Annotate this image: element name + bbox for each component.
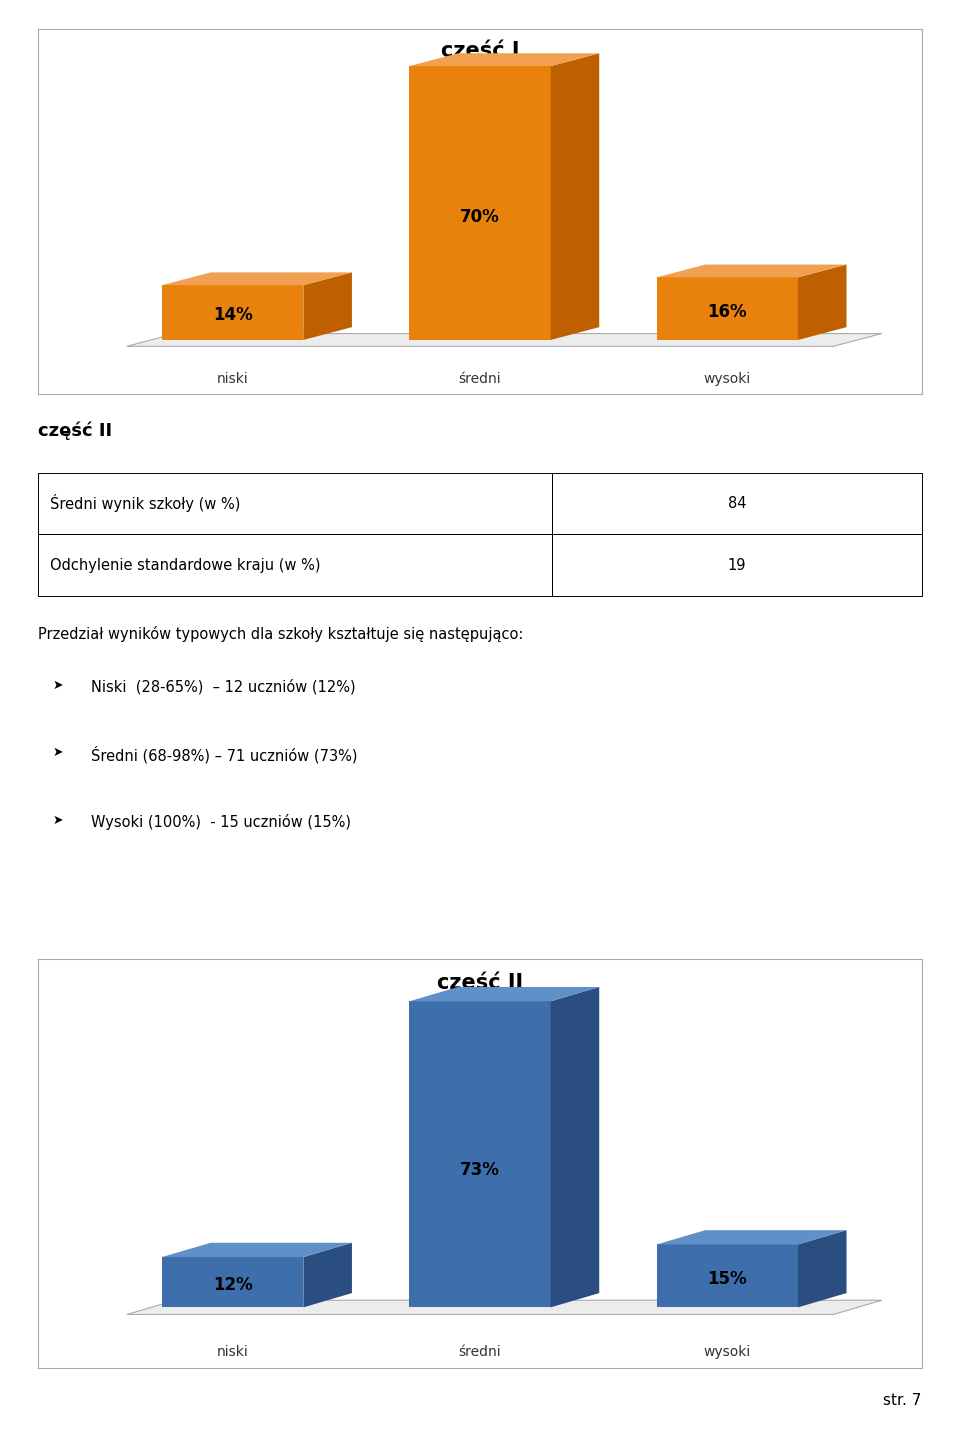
Text: 19: 19 [728,557,746,573]
Text: ➤: ➤ [53,679,63,692]
Text: Średni wynik szkoły (w %): Średni wynik szkoły (w %) [50,494,240,513]
Text: część II: część II [437,972,523,994]
Text: 73%: 73% [460,1160,500,1179]
Polygon shape [409,1001,551,1307]
Polygon shape [162,1257,303,1307]
Polygon shape [657,278,798,339]
Text: ➤: ➤ [53,746,63,759]
Text: część II: część II [38,421,112,440]
Text: średni: średni [459,372,501,387]
Polygon shape [127,334,882,347]
Polygon shape [162,285,303,339]
Text: część I: część I [441,40,519,62]
Text: 84: 84 [728,495,746,511]
Text: 15%: 15% [708,1270,747,1287]
Text: Średni (68-98%) – 71 uczniów (73%): Średni (68-98%) – 71 uczniów (73%) [91,746,358,763]
Polygon shape [798,265,847,339]
Text: wysoki: wysoki [704,1346,751,1359]
Text: 16%: 16% [708,302,747,321]
Text: Niski  (28-65%)  – 12 uczniów (12%): Niski (28-65%) – 12 uczniów (12%) [91,679,356,695]
Polygon shape [162,1243,352,1257]
Text: 12%: 12% [213,1276,252,1293]
Polygon shape [409,987,599,1001]
Polygon shape [551,53,599,339]
Text: Odchylenie standardowe kraju (w %): Odchylenie standardowe kraju (w %) [50,557,321,573]
Text: 14%: 14% [213,306,252,324]
Bar [38,534,552,596]
Text: niski: niski [217,372,249,387]
Bar [38,473,552,534]
Polygon shape [409,66,551,339]
Polygon shape [657,1244,798,1307]
Polygon shape [657,1230,847,1244]
Polygon shape [798,1230,847,1307]
Text: str. 7: str. 7 [883,1393,922,1408]
Polygon shape [409,53,599,66]
Polygon shape [657,265,847,278]
Polygon shape [162,272,352,285]
Text: 70%: 70% [460,208,500,226]
Text: niski: niski [217,1346,249,1359]
Polygon shape [127,1300,882,1315]
Polygon shape [551,987,599,1307]
Text: Przedział wyników typowych dla szkoły kształtuje się następująco:: Przedział wyników typowych dla szkoły ks… [38,626,524,642]
Text: wysoki: wysoki [704,372,751,387]
Text: ➤: ➤ [53,813,63,826]
Polygon shape [303,1243,352,1307]
Polygon shape [303,272,352,339]
Bar [552,473,922,534]
Text: średni: średni [459,1346,501,1359]
Text: Wysoki (100%)  - 15 uczniów (15%): Wysoki (100%) - 15 uczniów (15%) [91,813,351,829]
Bar [552,534,922,596]
